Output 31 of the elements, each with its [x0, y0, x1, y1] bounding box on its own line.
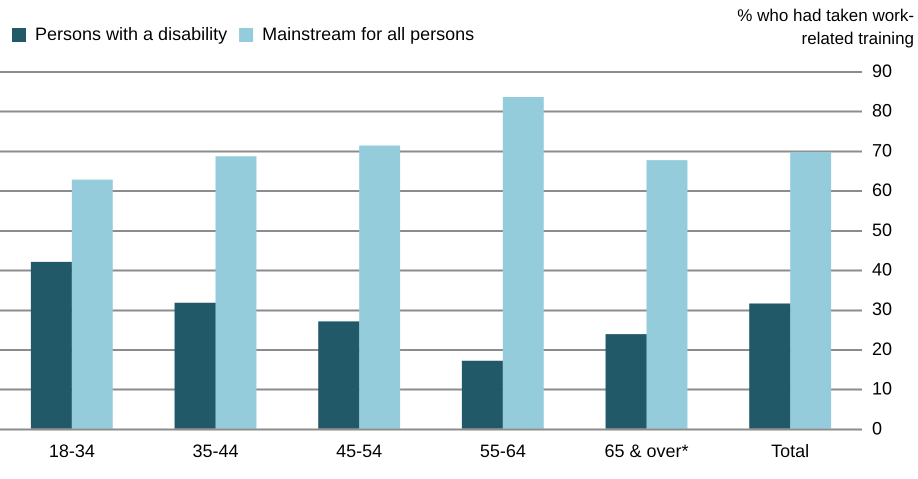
- x-tick-label: 45-54: [336, 441, 382, 462]
- bar: [502, 97, 544, 428]
- y-tick-label: 80: [872, 100, 892, 121]
- bar: [646, 160, 688, 428]
- legend-label: Persons with a disability: [35, 24, 228, 44]
- y-tick-label: 20: [872, 338, 892, 359]
- bar: [30, 262, 72, 428]
- bar: [216, 156, 256, 428]
- x-tick-label: 55-64: [480, 441, 526, 462]
- bar: [749, 304, 790, 428]
- y-tick-label: 10: [872, 378, 892, 399]
- y-tick-label: 50: [872, 220, 892, 240]
- bar: [318, 321, 360, 428]
- bar: [359, 145, 400, 428]
- y-tick-label: 70: [872, 140, 892, 160]
- bar: [606, 334, 646, 428]
- x-tick-label: Total: [771, 441, 810, 462]
- y-tick-label: 60: [872, 180, 892, 200]
- x-tick-label: 18-34: [48, 441, 95, 462]
- bar: [790, 152, 832, 428]
- y-tick-label: 30: [872, 299, 892, 320]
- legend-label: Mainstream for all persons: [262, 24, 474, 44]
- y-tick-label: 40: [872, 260, 892, 280]
- bar: [462, 360, 503, 428]
- y-tick-label: 90: [872, 60, 892, 81]
- x-tick-label: 35-44: [192, 441, 239, 462]
- bar: [72, 180, 113, 428]
- bar: [174, 302, 216, 428]
- y-axis-title: % who had taken work-related training: [736, 5, 914, 50]
- y-tick-label: 0: [872, 418, 882, 438]
- x-tick-label: 65 & over*: [604, 441, 689, 462]
